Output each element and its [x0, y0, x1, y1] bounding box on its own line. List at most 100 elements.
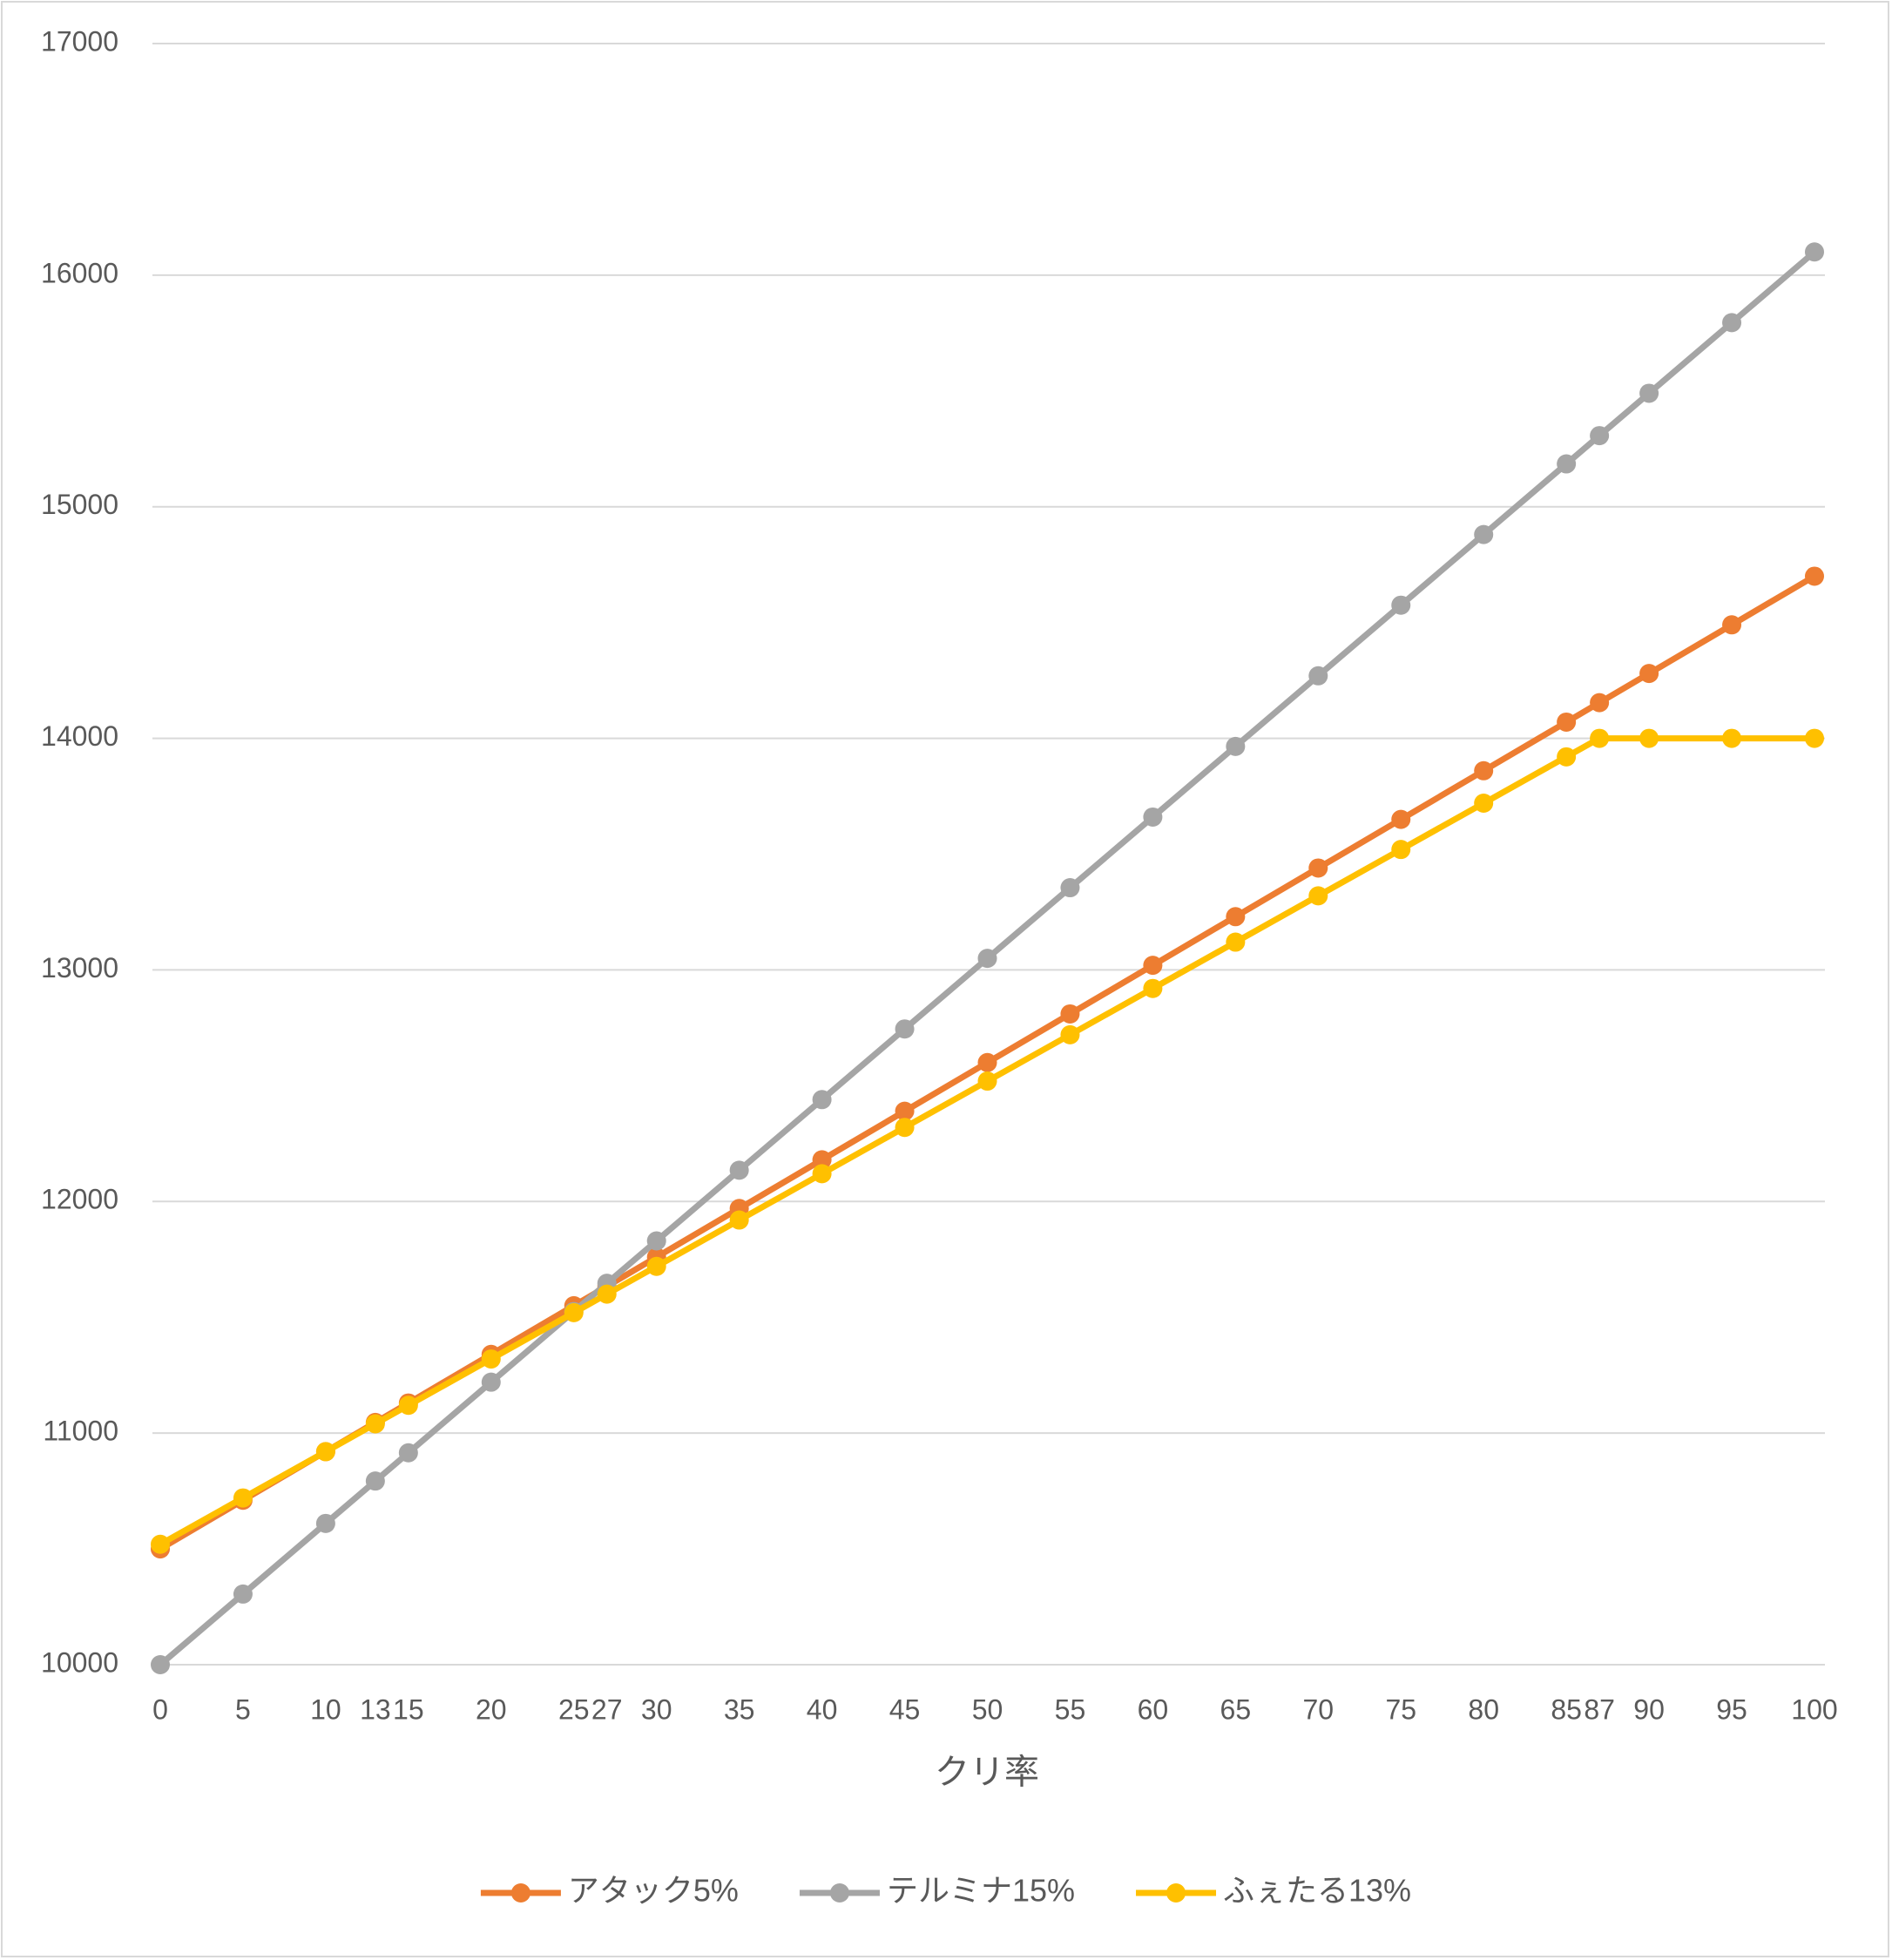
data-point	[365, 1471, 385, 1491]
data-point	[564, 1302, 584, 1322]
data-point	[646, 1256, 666, 1276]
x-tick-label: 13	[360, 1693, 391, 1725]
data-point	[895, 1118, 915, 1138]
data-point	[1308, 858, 1328, 878]
data-point	[1060, 1004, 1080, 1024]
data-point	[1308, 886, 1328, 906]
data-point	[1226, 736, 1246, 756]
x-tick-label: 70	[1303, 1693, 1335, 1725]
x-tick-label: 80	[1468, 1693, 1499, 1725]
data-point	[233, 1584, 253, 1604]
data-point	[646, 1231, 666, 1251]
x-tick-label: 10	[310, 1693, 341, 1725]
data-point	[977, 949, 997, 969]
x-tick-label: 87	[1584, 1693, 1615, 1725]
x-tick-label: 40	[807, 1693, 838, 1725]
data-point	[1474, 794, 1494, 814]
data-point	[895, 1101, 915, 1121]
data-point	[481, 1349, 501, 1369]
legend-label: アタック5%	[568, 1873, 739, 1909]
data-point	[977, 1052, 997, 1072]
data-point	[812, 1150, 832, 1170]
data-point	[1143, 956, 1163, 976]
data-point	[1474, 524, 1494, 544]
x-tick-label: 55	[1055, 1693, 1086, 1725]
y-tick-label: 10000	[41, 1646, 118, 1678]
data-point	[151, 1534, 170, 1554]
data-point	[1722, 728, 1742, 748]
data-point	[1226, 932, 1246, 952]
y-tick-label: 11000	[43, 1416, 118, 1447]
x-tick-label: 0	[152, 1693, 168, 1725]
data-point	[1391, 809, 1411, 829]
data-point	[481, 1372, 501, 1392]
data-point	[365, 1414, 385, 1434]
x-tick-label: 75	[1385, 1693, 1416, 1725]
legend-marker	[1166, 1883, 1186, 1903]
legend-label: テルミナ15%	[887, 1873, 1075, 1909]
data-point	[1590, 693, 1610, 713]
x-tick-label: 95	[1716, 1693, 1747, 1725]
x-tick-label: 90	[1633, 1693, 1665, 1725]
data-point	[1474, 760, 1494, 781]
data-point	[1557, 747, 1577, 767]
data-point	[1060, 878, 1080, 898]
x-tick-label: 27	[591, 1693, 623, 1725]
data-point	[729, 1160, 749, 1180]
data-point	[233, 1488, 253, 1508]
data-point	[1557, 454, 1577, 474]
x-tick-label: 100	[1791, 1693, 1837, 1725]
y-tick-label: 13000	[41, 952, 118, 983]
data-point	[1060, 1024, 1080, 1044]
data-point	[1639, 383, 1659, 403]
data-point	[398, 1396, 418, 1416]
data-point	[1805, 728, 1824, 748]
x-tick-label: 15	[393, 1693, 424, 1725]
x-tick-label: 60	[1138, 1693, 1169, 1725]
data-point	[1722, 313, 1742, 333]
legend-marker	[510, 1883, 530, 1903]
data-point	[1639, 664, 1659, 684]
y-tick-label: 16000	[41, 257, 118, 288]
y-tick-label: 15000	[41, 489, 118, 520]
data-point	[1226, 907, 1246, 927]
data-point	[1557, 712, 1577, 732]
x-tick-label: 45	[889, 1693, 921, 1725]
x-tick-label: 35	[724, 1693, 755, 1725]
x-axis-title: クリ率	[935, 1754, 1039, 1792]
data-point	[597, 1284, 617, 1304]
x-tick-label: 50	[972, 1693, 1003, 1725]
data-point	[1639, 728, 1659, 748]
x-tick-label: 30	[641, 1693, 672, 1725]
data-point	[151, 1655, 170, 1674]
data-point	[1805, 242, 1824, 262]
data-point	[1143, 978, 1163, 998]
legend-marker	[829, 1883, 849, 1903]
data-point	[729, 1210, 749, 1230]
data-point	[1391, 840, 1411, 860]
data-point	[1391, 595, 1411, 615]
data-point	[977, 1071, 997, 1092]
data-point	[1143, 807, 1163, 827]
legend-label: ふぇたる13%	[1223, 1873, 1411, 1909]
data-point	[1590, 728, 1610, 748]
data-point	[398, 1443, 418, 1463]
data-point	[812, 1164, 832, 1184]
y-tick-label: 12000	[41, 1184, 118, 1215]
y-tick-label: 14000	[41, 720, 118, 752]
y-tick-label: 17000	[41, 25, 118, 57]
data-point	[315, 1513, 335, 1533]
data-point	[895, 1019, 915, 1039]
x-tick-label: 25	[558, 1693, 590, 1725]
data-point	[1308, 666, 1328, 686]
x-tick-label: 65	[1220, 1693, 1252, 1725]
x-tick-label: 85	[1551, 1693, 1582, 1725]
x-tick-label: 5	[235, 1693, 251, 1725]
data-point	[315, 1442, 335, 1462]
data-point	[812, 1090, 832, 1110]
data-point	[1590, 426, 1610, 446]
data-point	[1805, 566, 1824, 586]
